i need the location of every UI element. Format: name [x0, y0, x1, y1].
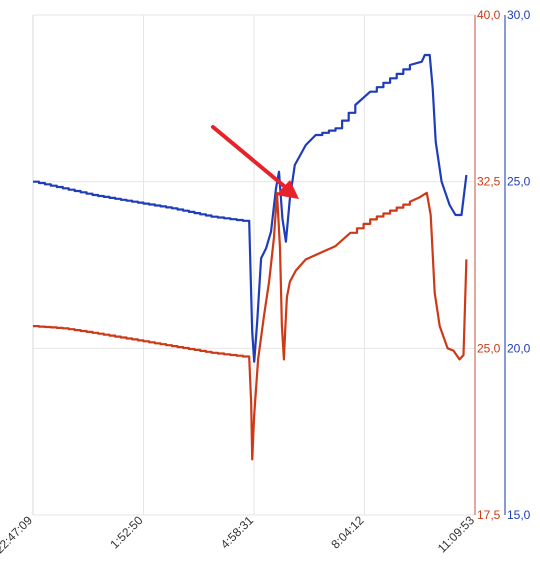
series-line-1: [33, 53, 468, 363]
y-tick-label-outer: 25,0: [507, 175, 531, 189]
y-tick-label-inner: 17,5: [477, 508, 501, 522]
y-tick-label-inner: 40,0: [477, 8, 501, 22]
tick-labels: 22:47:09 1:52:50 4:58:31 8:04:12 11:09:53 17,…: [0, 8, 531, 556]
y-tick-label-inner: 25,0: [477, 341, 501, 355]
y-tick-label-outer: 15,0: [507, 508, 531, 522]
arrow-head: [276, 180, 299, 199]
y-tick-label-outer: 30,0: [507, 8, 531, 22]
y-tick-label-outer: 20,0: [507, 341, 531, 355]
arrow-annotation: [211, 125, 299, 199]
x-tick-label: 11:09:53: [435, 513, 478, 556]
x-tick-label: 22:47:09: [0, 513, 35, 556]
x-tick-label: 4:58:31: [218, 513, 256, 551]
y-tick-label-inner: 32,5: [477, 175, 501, 189]
series-lines: [33, 53, 468, 461]
arrow-shaft: [211, 125, 286, 188]
x-tick-label: 1:52:50: [107, 513, 145, 551]
x-tick-label: 8:04:12: [328, 513, 366, 551]
series-line-2: [33, 191, 468, 461]
